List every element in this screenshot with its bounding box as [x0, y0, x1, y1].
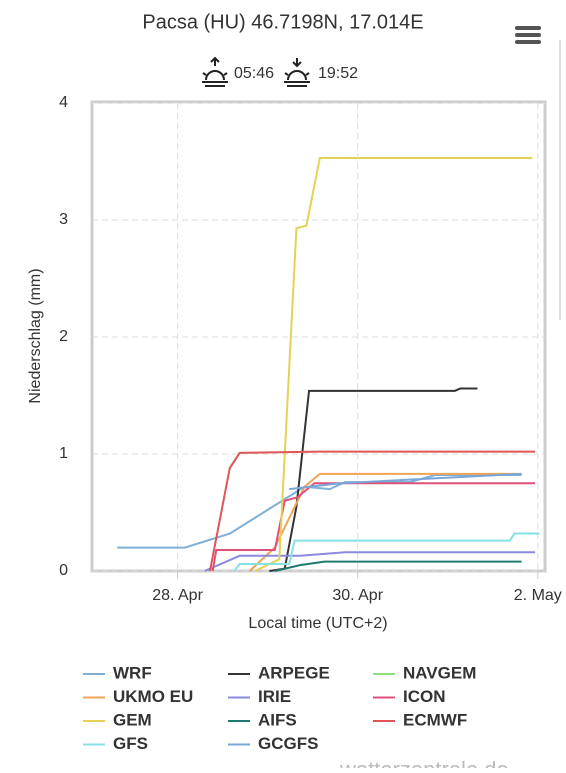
plot-area: 0 1 2 3 4 28. Apr 30. Apr 2. May [59, 94, 562, 604]
legend-item[interactable]: GEM [83, 710, 152, 729]
legend-item[interactable]: NAVGEM [373, 663, 476, 682]
legend-item[interactable]: AIFS [228, 710, 297, 729]
legend-item[interactable]: GFS [83, 734, 148, 753]
series-line [233, 532, 540, 572]
series-line [254, 156, 533, 572]
legend-item[interactable]: ARPEGE [228, 663, 330, 682]
legend-label: AIFS [258, 710, 297, 729]
legend-label: WRF [113, 663, 152, 682]
series-line [208, 450, 536, 572]
legend-label: GFS [113, 734, 148, 753]
legend-item[interactable]: UKMO EU [83, 687, 193, 706]
x-tick-label: 2. May [514, 587, 562, 604]
series-line [117, 474, 522, 549]
legend-item[interactable]: ECMWF [373, 710, 467, 729]
sunrise-time: 05:46 [234, 65, 274, 82]
legend-item[interactable]: WRF [83, 663, 152, 682]
y-tick-label: 3 [59, 211, 68, 228]
y-axis-title: Niederschlag (mm) [27, 268, 44, 403]
legend-label: IRIE [258, 687, 291, 706]
legend-label: GCGFS [258, 734, 318, 753]
menu-bar [515, 40, 541, 44]
legend-label: ECMWF [403, 710, 467, 729]
legend-label: ICON [403, 687, 446, 706]
legend-label: NAVGEM [403, 663, 476, 682]
legend: WRF ARPEGE NAVGEM UKMO EU IRIE ICON GEM AIFS ECM… [83, 663, 476, 753]
legend-item[interactable]: IRIE [228, 687, 291, 706]
y-tick-label: 1 [59, 445, 68, 462]
menu-bar [515, 26, 541, 30]
watermark: wetterzentrale.de [339, 757, 509, 768]
sunset-time: 19:52 [318, 65, 358, 82]
sunrise-icon [202, 56, 228, 87]
legend-item[interactable]: GCGFS [228, 734, 318, 753]
legend-label: UKMO EU [113, 687, 193, 706]
sunset-icon [284, 58, 310, 87]
series-line [211, 482, 536, 572]
menu-bar [515, 33, 541, 37]
series-line [289, 472, 522, 491]
y-tick-label: 2 [59, 328, 68, 345]
legend-label: ARPEGE [258, 663, 330, 682]
y-tick-label: 4 [59, 94, 68, 111]
legend-item[interactable]: ICON [373, 687, 446, 706]
legend-label: GEM [113, 710, 152, 729]
menu-button[interactable] [515, 26, 541, 44]
y-tick-label: 0 [59, 562, 68, 579]
chart-title: Pacsa (HU) 46.7198N, 17.014E [142, 11, 423, 33]
x-tick-label: 28. Apr [152, 587, 203, 604]
series-line [274, 560, 522, 572]
series-line [204, 551, 536, 572]
x-tick-label: 30. Apr [332, 587, 383, 604]
x-axis-title: Local time (UTC+2) [248, 615, 387, 632]
